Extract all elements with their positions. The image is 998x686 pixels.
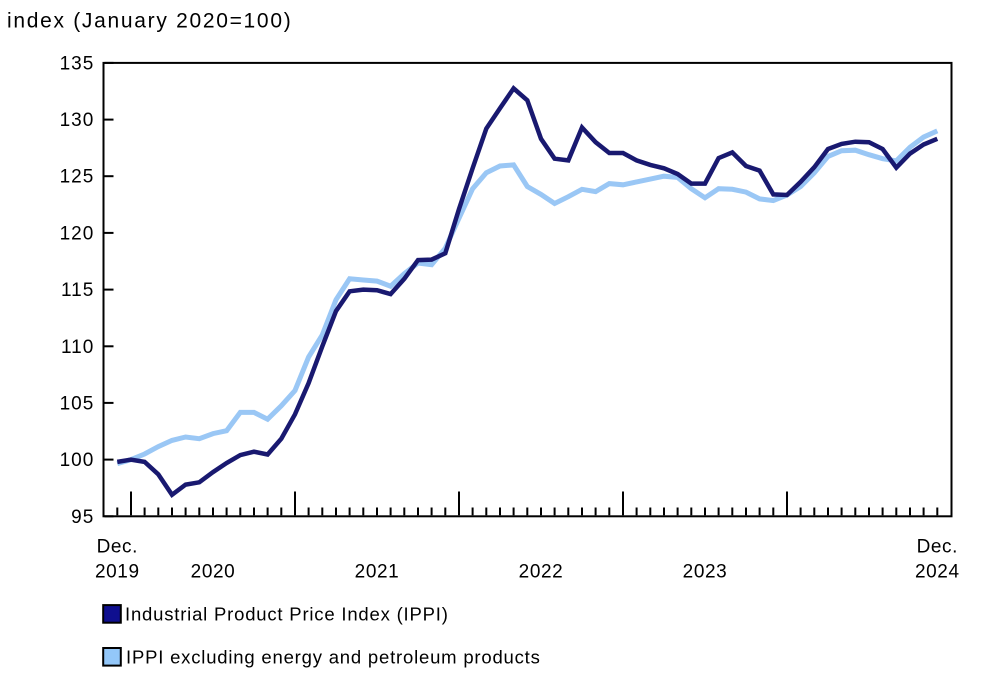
svg-text:95: 95 <box>71 507 94 528</box>
svg-text:Dec.: Dec. <box>97 537 138 558</box>
svg-text:Dec.: Dec. <box>917 537 958 558</box>
svg-text:2022: 2022 <box>519 562 564 583</box>
svg-text:105: 105 <box>60 393 95 414</box>
svg-text:index (January 2020=100): index (January 2020=100) <box>7 10 292 33</box>
svg-text:110: 110 <box>61 337 94 358</box>
svg-text:Industrial Product Price Index: Industrial Product Price Index (IPPI) <box>125 604 449 625</box>
svg-text:2023: 2023 <box>683 562 728 583</box>
svg-text:135: 135 <box>60 53 95 74</box>
svg-text:115: 115 <box>61 280 94 301</box>
svg-text:2021: 2021 <box>355 562 400 583</box>
svg-text:2020: 2020 <box>191 562 236 583</box>
svg-text:2024: 2024 <box>915 562 960 583</box>
svg-text:120: 120 <box>60 223 95 244</box>
svg-text:125: 125 <box>60 167 95 188</box>
svg-text:100: 100 <box>60 450 95 471</box>
svg-text:2019: 2019 <box>95 562 140 583</box>
svg-text:130: 130 <box>60 110 95 131</box>
svg-text:IPPI excluding energy and petr: IPPI excluding energy and petroleum prod… <box>126 647 541 668</box>
